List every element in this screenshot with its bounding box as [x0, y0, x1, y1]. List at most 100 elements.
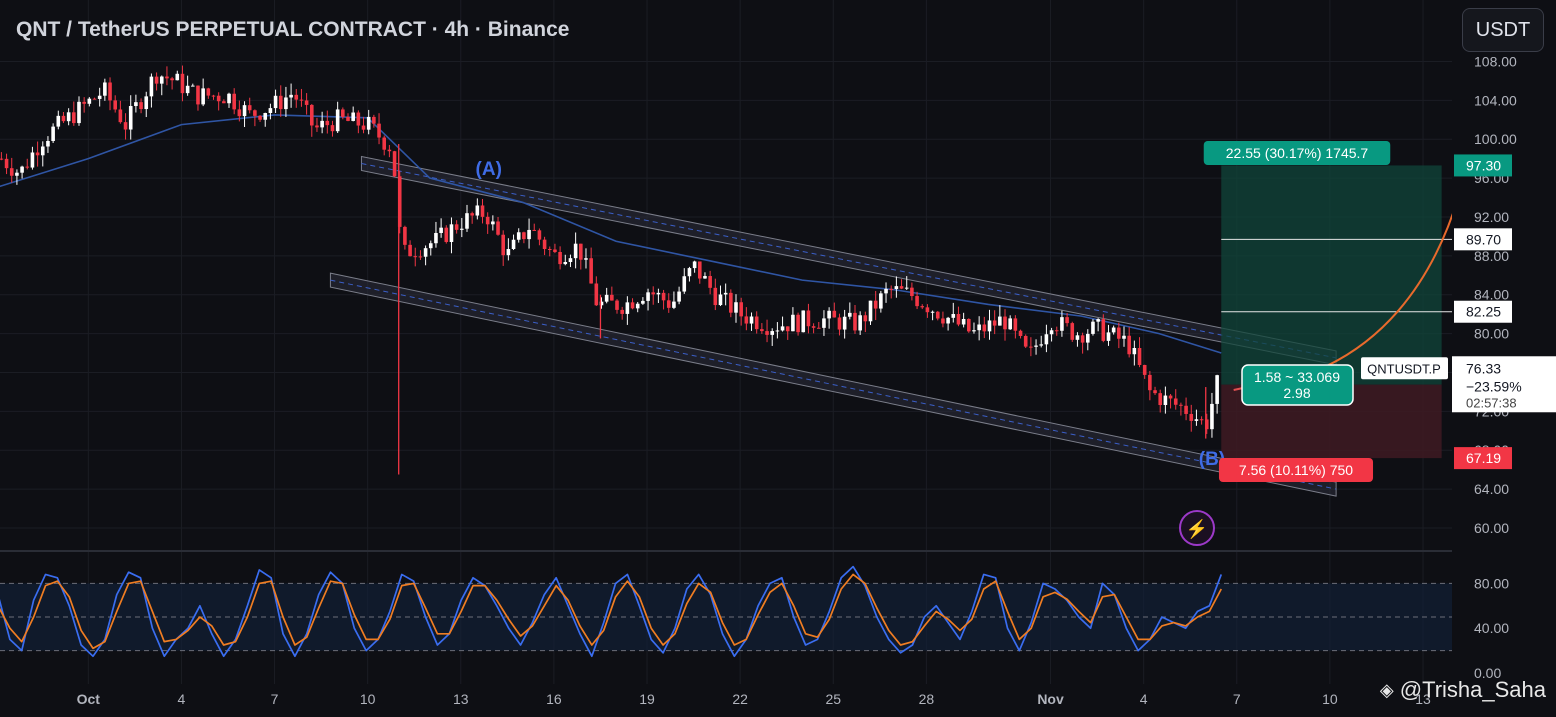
watermark-text: @Trisha_Saha: [1399, 677, 1546, 702]
candle-body: [1085, 333, 1090, 343]
candle-body: [61, 115, 66, 122]
candle-body: [1003, 316, 1007, 330]
currency-button[interactable]: USDT: [1462, 8, 1544, 52]
candle-body: [568, 258, 573, 262]
candle-body: [982, 324, 987, 332]
candle-body: [341, 109, 345, 117]
candle-body: [237, 109, 242, 117]
candle-body: [170, 78, 174, 81]
candle-body: [149, 76, 154, 97]
candle-body: [253, 110, 257, 116]
candle-body: [858, 315, 862, 331]
candle-body: [946, 317, 950, 324]
candle-body: [1096, 319, 1100, 322]
candle-body: [103, 82, 107, 96]
candle-body: [687, 268, 692, 277]
candle-body: [708, 276, 712, 288]
candle-body: [232, 93, 236, 110]
candle-body: [242, 105, 247, 117]
candle-body: [806, 310, 811, 327]
price-tick-label: 88.00: [1474, 248, 1509, 264]
stop-label-bg: [1218, 458, 1374, 482]
candle-body: [268, 108, 273, 114]
candle-body: [791, 314, 795, 332]
time-tick-label: 10: [1322, 691, 1338, 707]
candle-body: [485, 216, 490, 225]
candle-body: [66, 112, 71, 122]
candle-body: [1132, 348, 1137, 355]
candle-body: [998, 316, 1002, 326]
candle-body: [372, 116, 376, 124]
candle-body: [879, 293, 883, 309]
candle-body: [1137, 348, 1142, 365]
candle-body: [837, 317, 842, 330]
price-badge-bg: [1454, 447, 1512, 470]
candle-body: [454, 224, 459, 230]
risk-reward-line2: 2.98: [1283, 385, 1310, 401]
price-tick-label: 84.00: [1474, 287, 1509, 303]
candle-body: [692, 261, 697, 269]
candle-body: [470, 213, 474, 216]
target-label: 22.55 (30.17%) 1745.7: [1203, 141, 1391, 165]
candle-body: [211, 95, 216, 97]
stoch-tick-label: 40.00: [1474, 620, 1509, 636]
candle-body: [729, 292, 733, 313]
candle-body: [403, 226, 407, 245]
candle-body: [1101, 319, 1106, 341]
candle-body: [30, 152, 35, 168]
candle-body: [1117, 327, 1121, 339]
candle-body: [558, 251, 562, 265]
time-tick-label: 4: [1140, 691, 1148, 707]
candle-body: [460, 228, 464, 230]
candle-body: [935, 311, 940, 319]
candle-body: [584, 258, 588, 260]
time-tick-label: 10: [360, 691, 376, 707]
candle-body: [537, 230, 542, 240]
candle-body: [1189, 413, 1194, 421]
candle-body: [723, 292, 728, 295]
candle-body: [941, 318, 945, 324]
candle-body: [697, 261, 702, 279]
moving-average-line: [0, 114, 1222, 354]
candle-body: [553, 249, 557, 252]
candle-body: [599, 301, 604, 306]
target-label-text: 22.55 (30.17%) 1745.7: [1226, 145, 1369, 161]
candle-body: [128, 106, 133, 130]
candle-body: [625, 302, 630, 314]
candle-body: [377, 123, 381, 138]
price-tick-label: 64.00: [1474, 481, 1509, 497]
candle-body: [278, 95, 283, 110]
candle-body: [123, 122, 128, 130]
candles: [0, 65, 1219, 475]
candle-body: [749, 316, 754, 324]
price-tick-label: 100.00: [1474, 131, 1517, 147]
candle-body: [206, 88, 211, 96]
candle-body: [1106, 332, 1111, 341]
candle-body: [134, 102, 138, 107]
candle-body: [641, 300, 645, 304]
last-price-bg: [1452, 356, 1556, 413]
candle-body: [1210, 403, 1214, 430]
last-price-value: 76.33: [1466, 360, 1501, 376]
candle-body: [1199, 419, 1204, 421]
price-badge-line: 82.25: [1454, 300, 1512, 323]
candle-body: [646, 292, 650, 301]
candle-body: [309, 104, 314, 126]
candle-body: [1029, 346, 1033, 348]
time-tick-label: 7: [271, 691, 279, 707]
candle-body: [1054, 330, 1059, 332]
candle-body: [977, 324, 981, 331]
candle-body: [775, 330, 780, 332]
candle-body: [511, 239, 516, 250]
watermark: ◈ @Trisha_Saha: [1380, 677, 1546, 703]
candle-body: [382, 137, 387, 150]
channel-midline: [361, 163, 1337, 359]
candle-body: [1142, 364, 1147, 375]
flash-icon-ring: [1179, 510, 1215, 546]
risk-reward-bg: [1241, 364, 1354, 406]
last-price-box: QNTUSDT.P 76.33 −23.59%02:57:38: [1361, 356, 1556, 413]
candle-body: [35, 152, 40, 156]
